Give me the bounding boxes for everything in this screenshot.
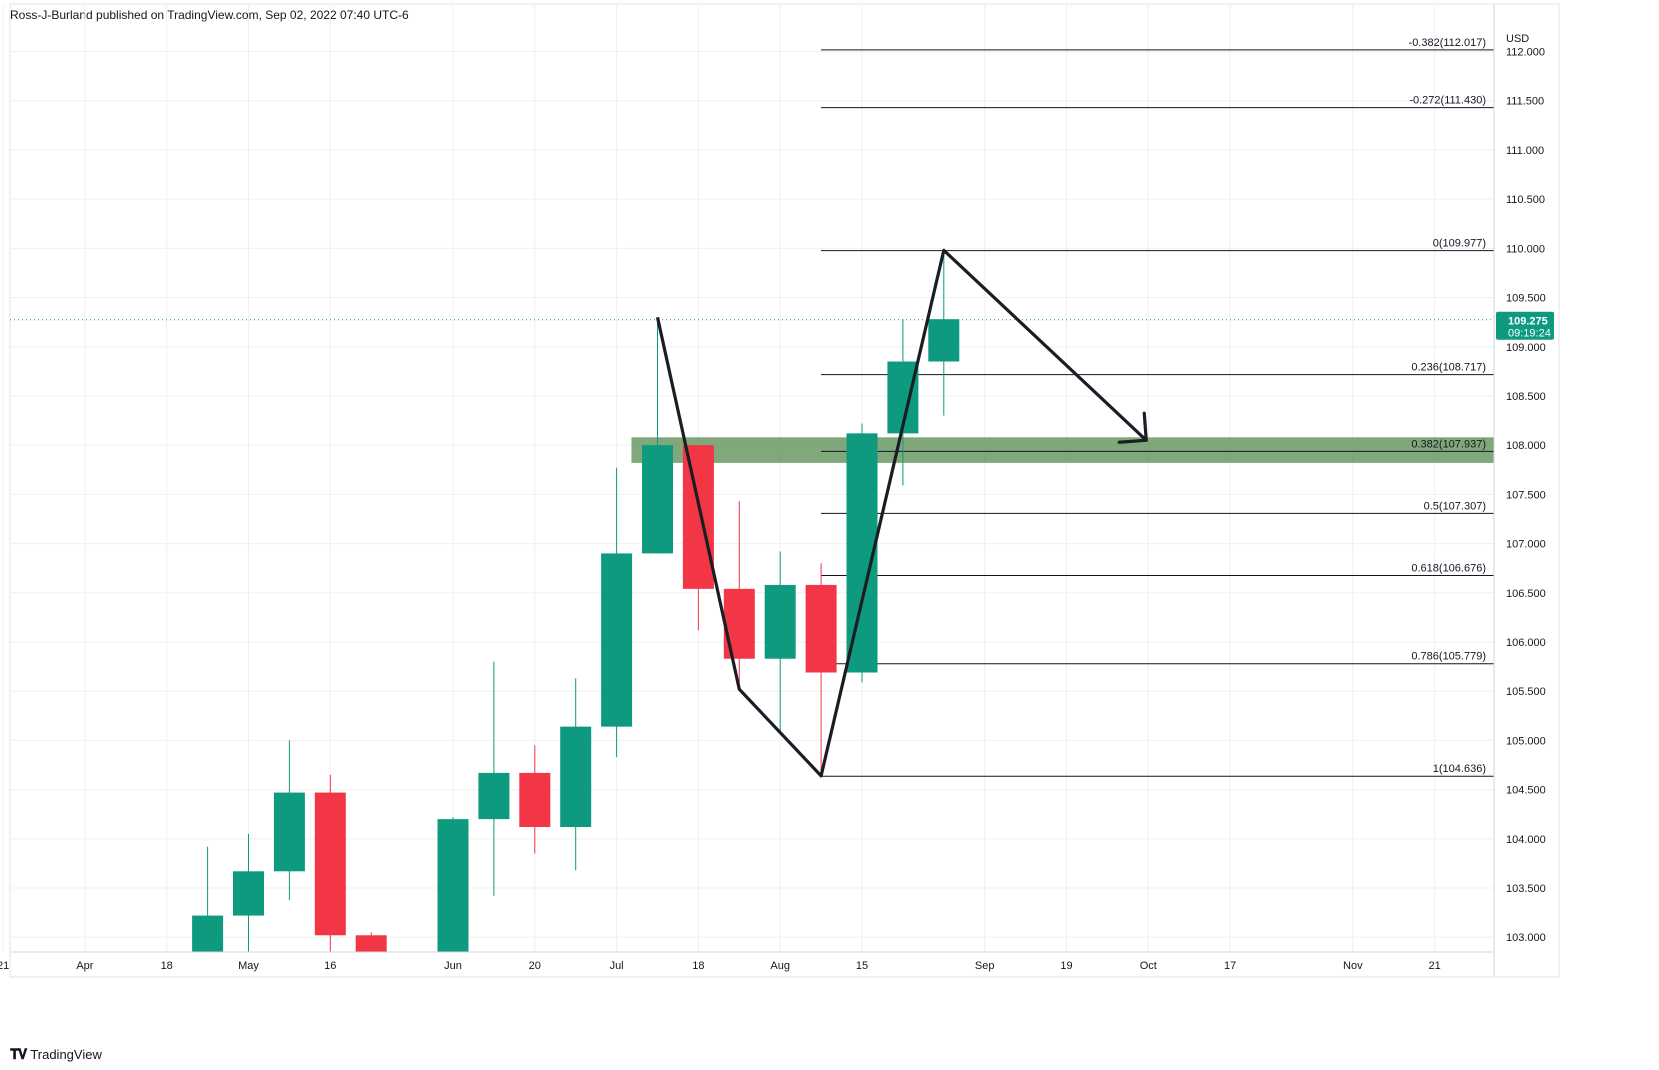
x-tick-label: Jun (444, 960, 462, 972)
y-tick-label: 105.500 (1506, 686, 1546, 698)
support-zone-layer (631, 437, 1494, 463)
brand-name: TradingView (30, 1047, 102, 1062)
y-tick-label: 110.500 (1506, 194, 1545, 206)
pattern-trend-line[interactable] (655, 248, 1148, 778)
y-tick-label: 109.500 (1506, 293, 1546, 305)
candle-body[interactable] (192, 915, 224, 952)
fibonacci-retracement: -0.382(112.017) -0.272(111.430) 0(109.977)… (821, 37, 1494, 777)
x-tick-label: Sep (975, 960, 995, 972)
y-tick-label: 104.000 (1506, 834, 1546, 846)
y-tick-label: 104.500 (1506, 785, 1546, 797)
tradingview-logo-icon: 𝐓𝐕 (10, 1046, 27, 1062)
y-tick-label: 106.500 (1506, 588, 1546, 600)
chart-grid (2, 3, 1560, 978)
fib-level-label: 1(104.636) (1433, 763, 1486, 775)
candle-body[interactable] (314, 792, 346, 936)
fib-level-label: 0.236(108.717) (1411, 362, 1486, 374)
support-zone[interactable] (631, 437, 1494, 463)
candle-body[interactable] (273, 792, 305, 872)
y-tick-label: 111.500 (1506, 96, 1544, 108)
y-tick-label: 103.500 (1506, 883, 1546, 895)
x-tick-label: Jul (610, 960, 624, 972)
fib-level-label: 0.5(107.307) (1424, 500, 1486, 512)
candlestick-series (192, 250, 960, 952)
x-tick-label: Apr (76, 960, 93, 972)
pattern-drawing (655, 248, 1148, 778)
fib-level-label: 0(109.977) (1433, 238, 1486, 250)
last-price-badge (1496, 311, 1554, 340)
x-tick-label: Oct (1140, 960, 1157, 972)
y-tick-label: 106.000 (1506, 637, 1546, 649)
fib-level-label: 0.786(105.779) (1411, 651, 1486, 663)
y-tick-label: 107.000 (1506, 539, 1546, 551)
fib-level-label: -0.382(112.017) (1409, 37, 1486, 49)
bar-countdown: 09:19:24 (1508, 328, 1551, 340)
candle-body[interactable] (682, 445, 714, 589)
x-tick-label: Nov (1343, 960, 1363, 972)
y-tick-label: 105.000 (1506, 735, 1546, 747)
x-tick-label: 18 (692, 960, 704, 972)
last-price-value: 109.275 (1508, 316, 1548, 328)
x-tick-label: 15 (856, 960, 868, 972)
x-tick-label: 16 (324, 960, 336, 972)
x-tick-label: 19 (1060, 960, 1072, 972)
x-tick-label: 20 (529, 960, 541, 972)
publish-attribution: Ross-J-Burland published on TradingView.… (10, 8, 409, 22)
y-tick-label: 103.000 (1506, 932, 1546, 944)
y-tick-label: 107.500 (1506, 489, 1546, 501)
y-tick-label: 108.500 (1506, 391, 1546, 403)
footer-brand[interactable]: 𝐓𝐕 TradingView (10, 1046, 102, 1063)
y-tick-label: 110.000 (1506, 243, 1545, 255)
candle-body[interactable] (805, 584, 837, 673)
candle-body[interactable] (928, 319, 960, 362)
candle-body[interactable] (723, 588, 755, 659)
candle-body[interactable] (478, 772, 510, 820)
x-tick-label: 21 (0, 960, 9, 972)
x-tick-label: 18 (161, 960, 173, 972)
candle-body[interactable] (642, 445, 673, 554)
currency-label: USD (1506, 33, 1529, 45)
y-tick-label: 112.000 (1506, 47, 1545, 59)
fib-level-label: 0.618(106.676) (1411, 562, 1486, 574)
candle-body[interactable] (560, 726, 592, 828)
x-tick-label: 21 (1428, 960, 1440, 972)
arrow-head-icon (1117, 411, 1148, 444)
candle-body[interactable] (355, 935, 387, 952)
candle-body[interactable] (437, 819, 469, 952)
fib-level-label: 0.382(107.937) (1411, 438, 1486, 450)
candle-body[interactable] (601, 553, 633, 727)
x-tick-label: May (238, 960, 259, 972)
y-tick-label: 109.000 (1506, 342, 1546, 354)
x-tick-label: 17 (1224, 960, 1236, 972)
fib-level-label: -0.272(111.430) (1409, 95, 1486, 107)
candle-body[interactable] (233, 871, 264, 916)
y-tick-label: 111.000 (1506, 145, 1544, 157)
y-tick-label: 108.000 (1506, 440, 1546, 452)
chart-frame (9, 3, 1560, 978)
axes: 103.000 103.500 104.000 104.500 105.000 105.5… (0, 4, 1554, 977)
candle-body[interactable] (764, 584, 796, 659)
candle-body[interactable] (519, 772, 551, 828)
x-tick-label: Aug (770, 960, 790, 972)
